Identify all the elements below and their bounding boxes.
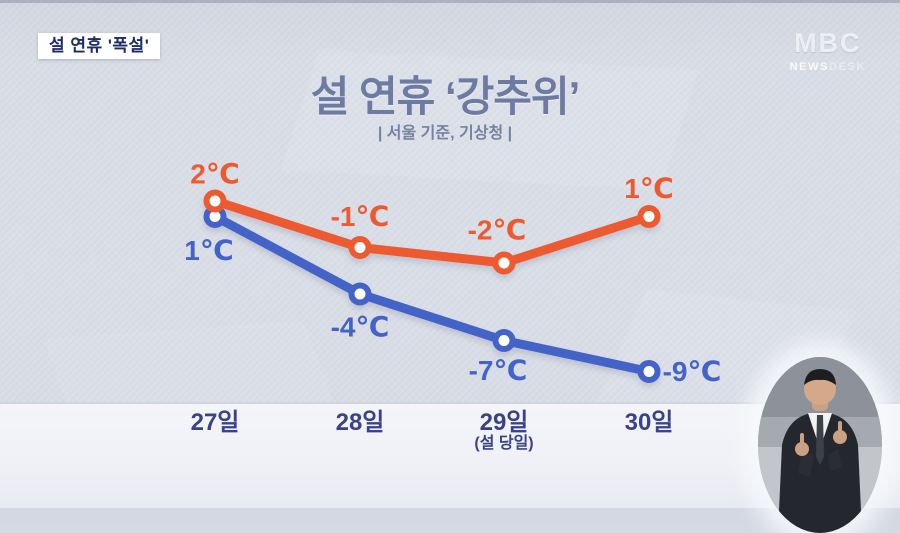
low-temperature-point [492,329,516,352]
high-temperature-value-label: 1℃ [624,173,673,204]
x-axis-note-seollal: (설 당일) [474,435,534,452]
high-temperature-point [203,189,227,213]
sign-language-interpreter [758,357,882,533]
low-temperature-point [348,282,372,306]
low-temperature-value-label: -9℃ [663,356,722,387]
x-axis-label-29: 29일 [479,409,529,436]
x-axis-label-28: 28일 [335,409,385,436]
headline-badge: 설 연휴 '폭설' [38,33,161,59]
chart-title: 설 연휴 ‘강추위’ [310,73,581,120]
mbc-logo-text: MBC [794,28,862,58]
high-temperature-point [637,205,661,228]
low-temperature-value-label: 1℃ [184,235,233,266]
temperature-line-chart: 2℃ -1℃ -2℃ 1℃ 1℃ -4℃ -7℃ -9℃ [184,159,722,388]
high-temperature-value-label: -2℃ [468,215,527,246]
high-temperature-point [492,251,516,275]
desk-text: DESK [829,61,866,73]
mbc-newsdesk-logo: MBC NEWSDESK [790,30,866,73]
x-axis-label-30: 30일 [624,409,674,436]
low-temperature-value-label: -4℃ [331,312,390,343]
low-temperature-value-label: -7℃ [469,355,528,386]
news-text: NEWS [789,61,830,73]
low-temperature-line [210,212,654,376]
low-temperature-point [637,360,661,383]
high-temperature-value-label: 2℃ [190,159,239,190]
interpreter-figure [758,357,882,533]
top-edge-strip [0,0,900,3]
newsdesk-logo-text: NEWSDESK [790,62,866,73]
chart-source-note: | 서울 기준, 기상청 | [377,125,513,142]
high-temperature-value-label: -1℃ [331,201,390,232]
x-axis-label-27: 27일 [190,409,240,436]
x-axis-band [0,402,900,508]
high-temperature-line [210,196,654,268]
high-temperature-point [348,236,372,259]
